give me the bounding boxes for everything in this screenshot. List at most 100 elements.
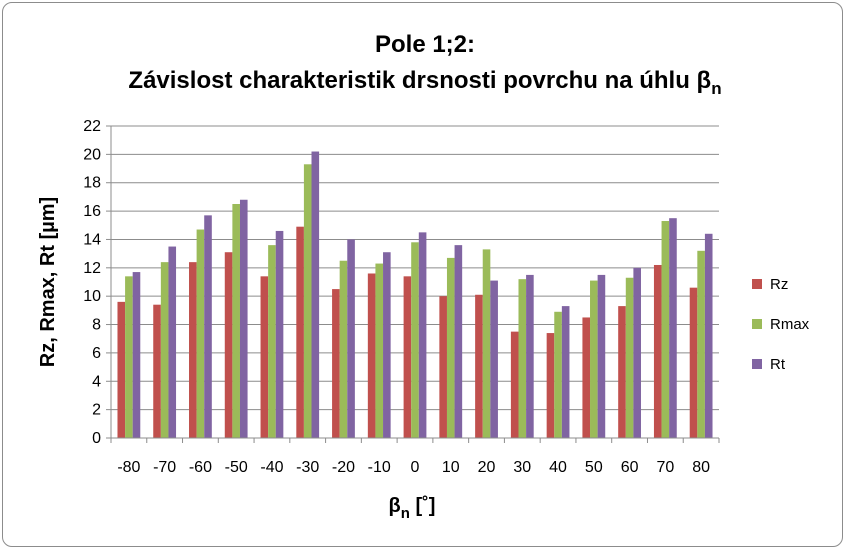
bar-rmax--70: [160, 262, 169, 438]
x-tick-label: -20: [332, 459, 355, 476]
x-tick-label: 0: [411, 459, 420, 476]
bar-rmax--60: [196, 229, 205, 438]
bar-rmax-50: [590, 280, 598, 438]
bar-rt--30: [311, 151, 320, 438]
bar-rt--20: [347, 239, 355, 438]
x-tick-label: -40: [260, 459, 283, 476]
x-tick-label: -10: [368, 459, 391, 476]
legend: Rz Rmax Rt: [752, 276, 810, 373]
bar-rmax--20: [339, 260, 348, 438]
x-tick-label: 80: [692, 459, 710, 476]
bar-rz-80: [689, 287, 698, 438]
bar-rt--50: [239, 199, 248, 438]
bar-rz-0: [403, 276, 412, 438]
bar-rt-0: [418, 232, 427, 438]
x-axis-label-symbol: β: [389, 495, 401, 517]
y-tick-label: 4: [92, 373, 101, 390]
x-tick-label: 40: [549, 459, 567, 476]
x-axis-label-subscript: n: [401, 505, 410, 522]
x-tick-label: 10: [442, 459, 460, 476]
y-tick-label: 22: [83, 118, 101, 135]
x-tick-label: -70: [153, 459, 176, 476]
y-tick-label: 0: [92, 430, 101, 447]
grid-layer: [111, 125, 719, 411]
bar-rz-10: [439, 296, 447, 438]
y-tick-label: 8: [92, 317, 101, 334]
bar-rz--60: [189, 262, 197, 438]
bar-rmax-10: [446, 257, 455, 438]
bar-rmax--40: [268, 245, 276, 438]
y-tick-label: 12: [83, 260, 101, 277]
legend-label-rz: Rz: [770, 276, 788, 293]
legend-swatch-rt: [752, 359, 762, 369]
x-tick-label: -30: [296, 459, 319, 476]
bar-rt--10: [383, 252, 391, 438]
bar-rz--80: [117, 301, 126, 438]
chart-title-main: Závislost charakteristik drsnosti povrch…: [128, 67, 711, 94]
bar-rz-70: [653, 264, 662, 438]
bar-rmax-40: [554, 311, 562, 438]
chart-title-line1: Pole 1;2:: [375, 31, 475, 58]
chart-title-line2: Závislost charakteristik drsnosti povrch…: [128, 67, 721, 98]
y-tick-label: 2: [92, 402, 101, 419]
bar-rt-40: [561, 306, 570, 438]
bar-rz--40: [260, 276, 269, 438]
ticks-layer: 0 2 4 6 8 10 12 14 16 18 20 22 -80 -70 -60 -50 -40 -30 -20…: [83, 118, 720, 476]
bar-rmax--30: [303, 164, 312, 439]
bar-rt-50: [597, 274, 606, 438]
bar-rt--60: [204, 215, 212, 438]
bar-rmax-80: [697, 250, 705, 438]
x-tick-label: 20: [478, 459, 496, 476]
y-axis-label: Rz, Rmax, Rt [µm]: [37, 197, 59, 367]
bar-rz--20: [332, 289, 340, 438]
bar-rz--50: [224, 252, 233, 438]
legend-label-rt: Rt: [770, 356, 786, 373]
bar-rmax-30: [518, 279, 527, 438]
bar-rmax-70: [661, 221, 670, 438]
bar-rt-30: [526, 274, 534, 438]
x-axis-label-unit: [˚]: [410, 494, 436, 517]
legend-swatch-rmax: [752, 319, 762, 329]
bar-rmax-0: [411, 242, 419, 438]
bar-rz--30: [296, 226, 304, 438]
bar-rmax-20: [482, 249, 491, 438]
bar-rz-20: [475, 294, 483, 438]
x-axis-label: βn [˚]: [389, 494, 436, 522]
bar-rmax--10: [375, 263, 384, 438]
axes-layer: [110, 126, 719, 439]
y-tick-label: 10: [83, 288, 101, 305]
bar-rt-60: [633, 267, 641, 438]
x-tick-label: 60: [621, 459, 639, 476]
y-tick-label: 16: [83, 203, 101, 220]
bar-rt-20: [490, 280, 498, 438]
y-tick-label: 6: [92, 345, 101, 362]
bar-rmax-60: [625, 277, 634, 438]
x-tick-label: -60: [189, 459, 212, 476]
bar-rmax--50: [232, 204, 240, 438]
bar-rt-80: [704, 233, 713, 438]
x-tick-label: 50: [585, 459, 603, 476]
bar-rz-60: [618, 306, 626, 438]
x-tick-label: 30: [513, 459, 531, 476]
chart-title-subscript: n: [711, 79, 721, 98]
bar-rt--40: [275, 230, 284, 438]
bar-rt--70: [168, 246, 177, 438]
bar-rz--10: [367, 273, 376, 438]
x-tick-label: 70: [656, 459, 674, 476]
legend-label-rmax: Rmax: [770, 316, 810, 333]
legend-swatch-rz: [752, 279, 762, 289]
bar-rz-40: [546, 333, 555, 438]
bar-rmax--80: [125, 276, 133, 438]
bar-rz-50: [582, 317, 591, 438]
bar-rt--80: [132, 272, 141, 438]
bar-rt-70: [669, 218, 677, 438]
bars-layer: [117, 151, 713, 439]
x-tick-label: -50: [225, 459, 248, 476]
bar-rz-30: [510, 331, 519, 438]
y-tick-label: 14: [83, 231, 101, 248]
y-tick-label: 20: [83, 146, 101, 163]
bar-rt-10: [454, 245, 463, 438]
x-tick-label: -80: [117, 459, 140, 476]
bar-rz--70: [153, 304, 161, 438]
